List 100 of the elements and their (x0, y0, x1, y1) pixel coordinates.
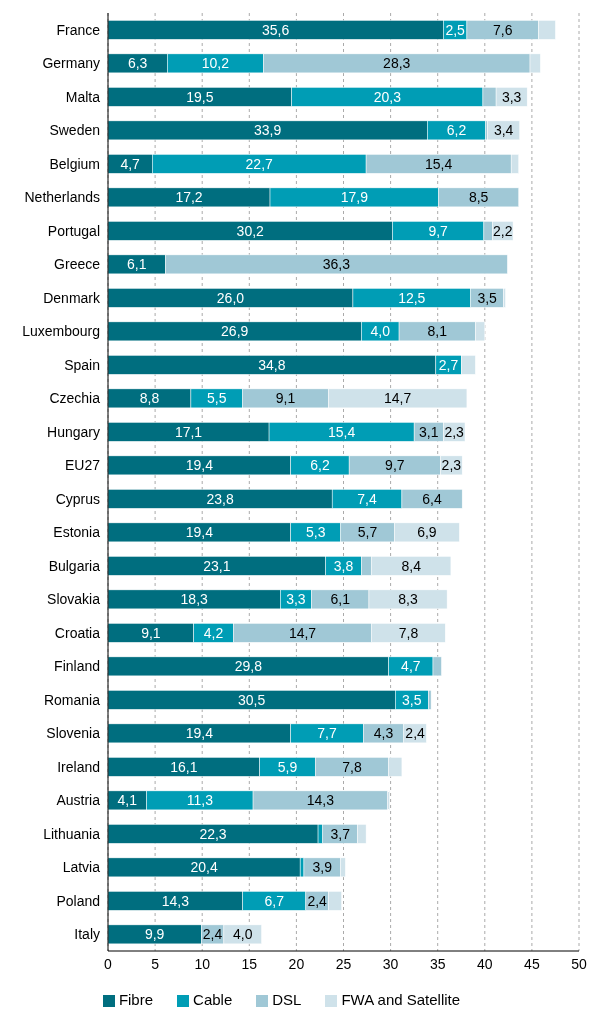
data-label: 4,3 (373, 725, 394, 742)
data-label: 26,9 (221, 323, 249, 340)
data-label: 6,7 (264, 892, 285, 909)
y-tick-label: Greece (54, 256, 101, 273)
data-label: 19,4 (185, 457, 214, 474)
y-tick-label: Croatia (54, 624, 101, 641)
data-label: 6,9 (417, 524, 437, 541)
y-tick-label: Bulgaria (48, 557, 101, 574)
y-tick-label: Malta (65, 88, 101, 105)
data-label: 14,7 (288, 624, 317, 641)
data-label: 6,3 (127, 55, 148, 72)
data-label: 35,6 (262, 21, 290, 38)
data-label: 9,1 (141, 624, 161, 641)
data-label: 14,7 (384, 390, 412, 407)
data-label: 2,4 (202, 926, 223, 943)
data-label: 9,7 (385, 457, 405, 474)
y-tick-label: Netherlands (24, 189, 100, 206)
data-label: 3,9 (312, 859, 333, 876)
y-tick-label: Portugal (47, 222, 100, 239)
data-label: 12,5 (398, 289, 426, 306)
data-label: 10,2 (201, 55, 230, 72)
y-tick-label: EU27 (64, 457, 101, 474)
x-tick-label: 50 (571, 955, 587, 972)
data-label: 30,5 (238, 691, 266, 708)
data-label: 7,8 (342, 758, 362, 775)
y-tick-label: Ireland (57, 758, 100, 775)
data-label: 4,7 (120, 155, 141, 172)
data-label: 6,4 (422, 490, 442, 507)
data-label: 19,4 (185, 524, 214, 541)
data-label: 6,2 (446, 122, 467, 139)
data-label: 6,1 (127, 256, 147, 273)
data-label: 6,2 (310, 457, 330, 474)
data-label: 30,2 (236, 222, 265, 239)
data-label: 2,4 (307, 892, 328, 909)
data-label: 8,4 (401, 557, 422, 574)
x-tick-label: 10 (194, 955, 211, 972)
data-label: 3,1 (419, 423, 439, 440)
data-label: 8,1 (427, 323, 448, 340)
data-label: 22,3 (199, 825, 227, 842)
data-label: 3,4 (493, 122, 514, 139)
data-label: 9,7 (428, 222, 449, 239)
data-label: 15,4 (327, 423, 356, 440)
data-label: 16,1 (170, 758, 198, 775)
data-label: 6,1 (330, 591, 351, 608)
data-label: 5,3 (305, 524, 326, 541)
data-label: 17,1 (174, 423, 203, 440)
y-tick-label: Cyprus (55, 490, 100, 507)
data-label: 28,3 (383, 55, 411, 72)
y-tick-label: Italy (74, 926, 100, 943)
data-label: 3,7 (330, 825, 351, 842)
y-tick-label: Luxembourg (22, 323, 100, 340)
data-label: 8,3 (398, 591, 418, 608)
legend-label: Fibre (118, 991, 154, 1008)
data-label: 3,3 (501, 88, 522, 105)
x-tick-label: 45 (524, 955, 540, 972)
y-tick-label: Spain (64, 356, 100, 373)
data-label: 23,1 (203, 557, 231, 574)
data-label: 3,5 (477, 289, 498, 306)
y-tick-label: Denmark (43, 289, 101, 306)
data-label: 14,3 (306, 792, 335, 809)
data-label: 2,4 (405, 725, 426, 742)
data-label: 4,1 (117, 792, 138, 809)
data-label: 7,6 (492, 21, 513, 38)
data-label: 19,4 (185, 725, 214, 742)
legend-label: Cable (193, 991, 233, 1008)
data-label: 20,4 (190, 859, 218, 876)
data-label: 7,8 (398, 624, 419, 641)
data-label: 4,0 (232, 926, 253, 943)
data-label: 2,5 (445, 21, 466, 38)
data-label: 18,3 (180, 591, 209, 608)
legend-label: DSL (272, 991, 302, 1008)
data-label: 33,9 (254, 122, 282, 139)
x-tick-label: 5 (151, 955, 160, 972)
data-label: 36,3 (322, 256, 351, 273)
data-label: 17,2 (175, 189, 203, 206)
data-label: 5,5 (207, 390, 227, 407)
x-tick-label: 25 (335, 955, 352, 972)
data-label: 19,5 (186, 88, 214, 105)
y-tick-label: Romania (43, 691, 101, 708)
x-tick-label: 35 (429, 955, 446, 972)
data-label: 3,3 (286, 591, 306, 608)
y-tick-label: Austria (56, 792, 101, 809)
data-label: 9,9 (144, 926, 165, 943)
data-label: 9,1 (275, 390, 296, 407)
x-tick-label: 40 (477, 955, 493, 972)
y-tick-label: Latvia (62, 859, 101, 876)
data-label: 15,4 (425, 155, 453, 172)
x-tick-label: 15 (241, 955, 258, 972)
data-label: 14,3 (161, 892, 190, 909)
data-label: 22,7 (245, 155, 274, 172)
y-tick-label: Finland (54, 658, 100, 675)
data-label: 3,5 (402, 691, 422, 708)
data-label: 7,7 (317, 725, 337, 742)
data-label: 20,3 (373, 88, 402, 105)
y-tick-label: Germany (42, 55, 100, 72)
data-label: 4,2 (203, 624, 224, 641)
data-label: 4,7 (401, 658, 421, 675)
data-label: 8,5 (468, 189, 489, 206)
y-tick-label: Lithuania (43, 825, 101, 842)
data-label: 2,2 (492, 222, 513, 239)
